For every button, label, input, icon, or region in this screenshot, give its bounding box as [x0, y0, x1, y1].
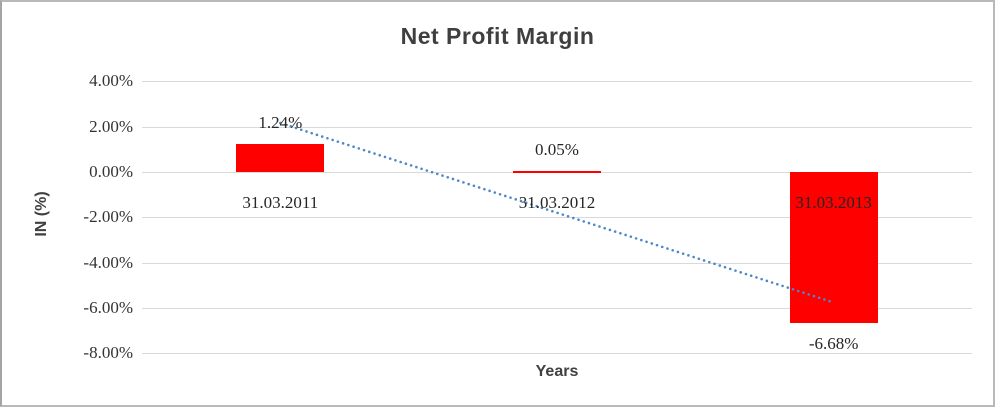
- bar-data-label: -6.68%: [808, 334, 859, 354]
- category-label: 31.03.2012: [518, 193, 596, 212]
- bar[interactable]: [236, 143, 325, 172]
- gridline: [142, 308, 972, 309]
- category-label: 31.03.2013: [795, 193, 872, 212]
- y-tick-label: 2.00%: [89, 116, 133, 136]
- chart-title: Net Profit Margin: [400, 23, 595, 49]
- y-tick-label: -6.00%: [83, 298, 133, 317]
- bar-data-label: 1.24%: [258, 112, 303, 132]
- y-tick-label: -8.00%: [83, 343, 133, 363]
- y-tick-label: -2.00%: [83, 207, 133, 227]
- y-axis-title: IN (%): [33, 191, 50, 237]
- category-label: 31.03.2011: [242, 193, 319, 212]
- gridline: [142, 353, 972, 355]
- bar-data-label: 0.05%: [535, 139, 579, 159]
- gridline: [142, 81, 972, 83]
- x-axis-title: Years: [535, 363, 579, 380]
- bar[interactable]: [513, 170, 601, 173]
- y-tick-label: -4.00%: [83, 252, 133, 272]
- y-tick-label: 4.00%: [89, 71, 133, 91]
- y-tick-label: 0.00%: [89, 162, 133, 181]
